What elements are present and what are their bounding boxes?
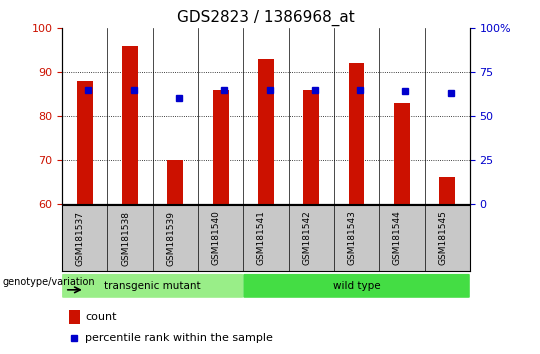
Bar [258,59,274,204]
Text: GSM181544: GSM181544 [393,211,402,265]
Text: count: count [85,312,117,322]
Text: GSM181541: GSM181541 [257,211,266,266]
Bar [349,63,365,204]
Text: GSM181543: GSM181543 [348,211,356,266]
FancyBboxPatch shape [62,274,244,298]
Bar [213,90,228,204]
Bar [77,81,93,204]
Text: GSM181545: GSM181545 [438,211,447,266]
Text: transgenic mutant: transgenic mutant [104,281,201,291]
Text: GSM181542: GSM181542 [302,211,311,265]
Text: wild type: wild type [333,281,380,291]
Text: GSM181538: GSM181538 [121,211,130,266]
Bar [69,310,80,324]
Bar [122,46,138,204]
FancyBboxPatch shape [244,274,470,298]
Text: GSM181540: GSM181540 [212,211,221,266]
Text: GSM181539: GSM181539 [166,211,176,266]
Title: GDS2823 / 1386968_at: GDS2823 / 1386968_at [177,9,355,25]
Text: GSM181537: GSM181537 [76,211,85,266]
Bar [439,177,455,204]
Bar [394,103,410,204]
Bar [303,90,319,204]
Text: genotype/variation: genotype/variation [3,277,96,287]
Bar [167,160,183,204]
Text: percentile rank within the sample: percentile rank within the sample [85,332,273,343]
